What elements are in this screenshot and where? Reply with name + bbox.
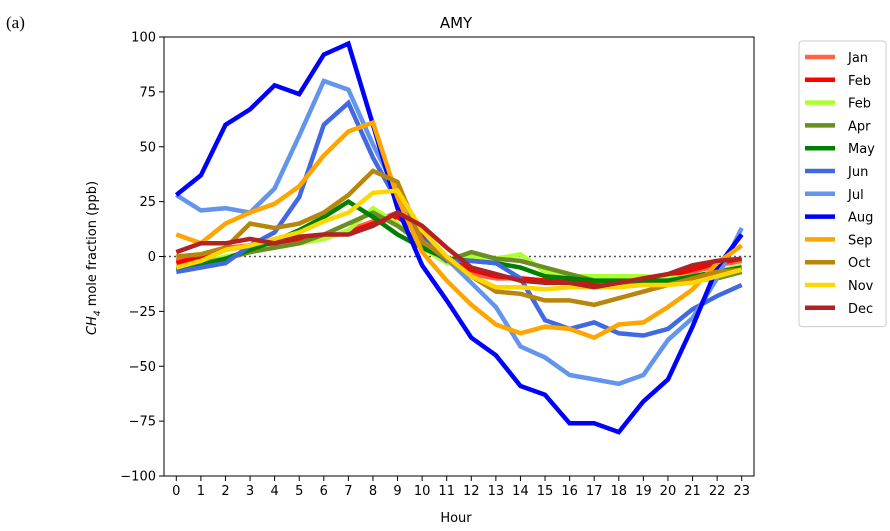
y-tick-label: 100 [131,31,156,46]
plot-area [163,36,755,477]
panel-label: (a) [6,13,25,32]
series-line-jun-5 [175,99,743,338]
x-tick-label: 23 [733,484,750,499]
x-tick-label: 0 [172,484,180,499]
series-line-sep-8 [175,119,744,341]
series-line-aug-7 [174,40,744,435]
y-axis: −100 −75 −50 −25 0 25 50 75 100 [120,31,164,485]
y-axis-label-species: CH [85,316,100,335]
x-tick-label: 8 [369,484,377,499]
x-axis-label: Hour [440,511,472,526]
chart-title: AMY [440,14,473,32]
x-tick-label: 5 [295,484,303,499]
y-tick-label: −75 [129,415,156,430]
x-tick-label: 22 [709,484,726,499]
y-tick-label: 0 [148,250,156,265]
x-tick-label: 14 [512,484,529,499]
y-tick-label: 25 [139,195,156,210]
legend-label: Sep [848,233,873,248]
legend-label: Jul [847,188,864,203]
x-tick-label: 15 [537,484,554,499]
legend-label: Nov [848,279,874,294]
x-tick-label: 13 [488,484,505,499]
y-tick-label: 50 [139,140,156,155]
legend-label: Aug [848,211,873,226]
legend-label: May [848,142,875,157]
legend-label: Apr [848,119,871,134]
legend-label: Feb [848,97,871,112]
x-tick-label: 2 [221,484,229,499]
legend-box [798,40,887,328]
x-tick-label: 1 [197,484,205,499]
y-axis-label-subscript: 4 [93,310,103,316]
x-tick-label: 18 [611,484,628,499]
x-tick-label: 17 [586,484,603,499]
x-tick-label: 12 [463,484,480,499]
x-tick-label: 21 [684,484,701,499]
y-tick-label: −25 [129,305,156,320]
x-tick-label: 3 [246,484,254,499]
legend-label: Oct [848,256,870,271]
x-tick-label: 4 [270,484,278,499]
x-tick-label: 10 [414,484,431,499]
x-tick-label: 7 [344,484,352,499]
series-line-nov-10 [175,188,743,292]
x-tick-label: 20 [660,484,677,499]
y-axis-label: CH4 mole fraction (ppb) [85,181,103,335]
y-tick-label: −50 [129,360,156,375]
legend-label: Jan [847,51,868,66]
legend: Jan Feb Feb Apr May Jun Jul Aug Sep Oct Nov Dec [798,40,887,328]
legend-label: Jun [847,165,868,180]
y-tick-label: 75 [139,85,156,100]
y-axis-label-units: mole fraction (ppb) [85,181,100,310]
x-tick-label: 19 [635,484,652,499]
x-tick-label: 6 [320,484,328,499]
x-tick-label: 11 [438,484,455,499]
series-line-jul-6 [175,78,744,387]
legend-label: Dec [848,302,873,317]
x-tick-label: 16 [561,484,578,499]
x-tick-label: 9 [393,484,401,499]
legend-label: Feb [848,74,871,89]
y-tick-label: −100 [120,470,156,485]
series-line-dec-11 [175,210,742,290]
x-axis: 0 1 2 3 4 5 6 7 8 9 10 11 12 13 14 15 16 17 18 19 20 21 22 23 [172,476,750,499]
